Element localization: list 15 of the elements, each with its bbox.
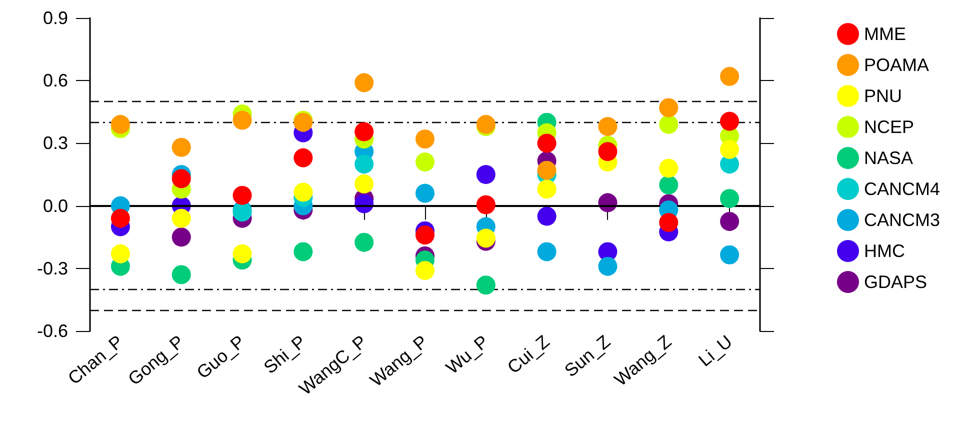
legend-label: POAMA (864, 55, 930, 75)
legend-label: HMC (864, 241, 905, 261)
legend-label: CANCM4 (864, 179, 940, 199)
legend-label: CANCM3 (864, 210, 940, 230)
y-tick-label: 0.6 (42, 70, 68, 91)
legend-label: GDAPS (864, 272, 928, 292)
y-tick-label: 0.3 (42, 133, 68, 154)
legend-label: NCEP (864, 117, 914, 137)
y-tick-label: -0.6 (36, 321, 68, 341)
legend-label: MME (864, 24, 906, 44)
y-tick-label: 0.0 (42, 196, 68, 216)
y-tick-label: 0.9 (42, 8, 68, 28)
legend-label: PNU (864, 86, 902, 106)
y-tick-label: -0.3 (36, 258, 68, 278)
legend-label: NASA (864, 148, 914, 168)
